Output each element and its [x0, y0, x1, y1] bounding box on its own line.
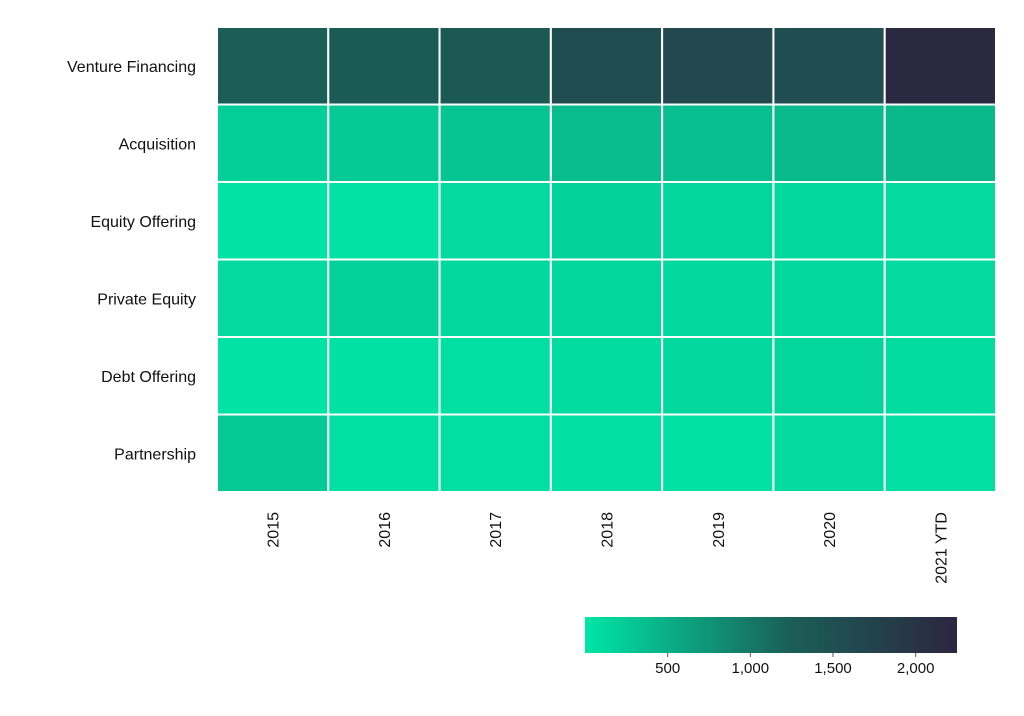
heatmap-cell — [549, 413, 664, 493]
heatmap-cell — [549, 336, 664, 416]
row-label: Private Equity — [97, 291, 196, 308]
colorbar-tick-label: 1,000 — [732, 660, 770, 677]
row-label: Acquisition — [119, 136, 196, 153]
heatmap-cell — [438, 26, 552, 106]
colorbar-tick-label: 2,000 — [897, 660, 935, 677]
column-label: 2018 — [600, 512, 617, 548]
heatmap-cell — [883, 26, 998, 106]
row-label: Debt Offering — [101, 369, 196, 386]
heatmap-cell — [661, 26, 775, 106]
heatmap-cell — [327, 336, 441, 416]
heatmap-cell — [216, 336, 330, 416]
heatmap-cell — [438, 413, 552, 493]
colorbar: 500 1,000 1,500 2,000 — [585, 617, 957, 677]
heatmap-cell — [327, 258, 441, 338]
heatmap-cells — [216, 26, 998, 493]
heatmap-cell — [549, 258, 664, 338]
heatmap-cell — [772, 103, 886, 183]
heatmap-cell — [216, 258, 330, 338]
heatmap-cell — [438, 336, 552, 416]
heatmap-cell — [438, 258, 552, 338]
colorbar-tick-label: 1,500 — [814, 660, 852, 677]
heatmap-cell — [327, 181, 441, 261]
heatmap-cell — [549, 103, 664, 183]
column-label: 2021 YTD — [933, 512, 950, 584]
heatmap-cell — [661, 413, 775, 493]
heatmap-cell — [216, 181, 330, 261]
heatmap-cell — [661, 258, 775, 338]
column-label: 2019 — [711, 512, 728, 548]
column-label: 2017 — [488, 512, 505, 548]
heatmap-cell — [661, 181, 775, 261]
heatmap-cell — [661, 336, 775, 416]
heatmap-cell — [327, 26, 441, 106]
heatmap-cell — [549, 181, 664, 261]
row-labels: Venture Financing Acquisition Equity Offer… — [67, 59, 196, 464]
heatmap-cell — [883, 181, 998, 261]
heatmap-cell — [883, 103, 998, 183]
heatmap-cell — [216, 103, 330, 183]
colorbar-gradient — [585, 617, 957, 653]
heatmap-cell — [772, 258, 886, 338]
heatmap-cell — [772, 181, 886, 261]
heatmap-cell — [772, 413, 886, 493]
heatmap-cell — [438, 103, 552, 183]
heatmap-cell — [438, 181, 552, 261]
heatmap-cell — [327, 103, 441, 183]
heatmap-cell — [549, 26, 664, 106]
row-label: Partnership — [114, 446, 196, 463]
heatmap-cell — [327, 413, 441, 493]
heatmap-cell — [883, 336, 998, 416]
column-labels: 2015 2016 2017 2018 2019 2020 2021 YTD — [266, 512, 951, 584]
heatmap-cell — [661, 103, 775, 183]
row-label: Equity Offering — [90, 214, 196, 231]
heatmap-cell — [216, 26, 330, 106]
heatmap-cell — [772, 26, 886, 106]
column-label: 2020 — [822, 512, 839, 548]
column-label: 2015 — [266, 512, 283, 548]
colorbar-ticks: 500 1,000 1,500 2,000 — [655, 653, 934, 677]
row-label: Venture Financing — [67, 59, 196, 76]
colorbar-tick-label: 500 — [655, 660, 680, 677]
heatmap-cell — [216, 413, 330, 493]
heatmap-cell — [883, 258, 998, 338]
column-label: 2016 — [377, 512, 394, 548]
heatmap-cell — [883, 413, 998, 493]
heatmap-cell — [772, 336, 886, 416]
